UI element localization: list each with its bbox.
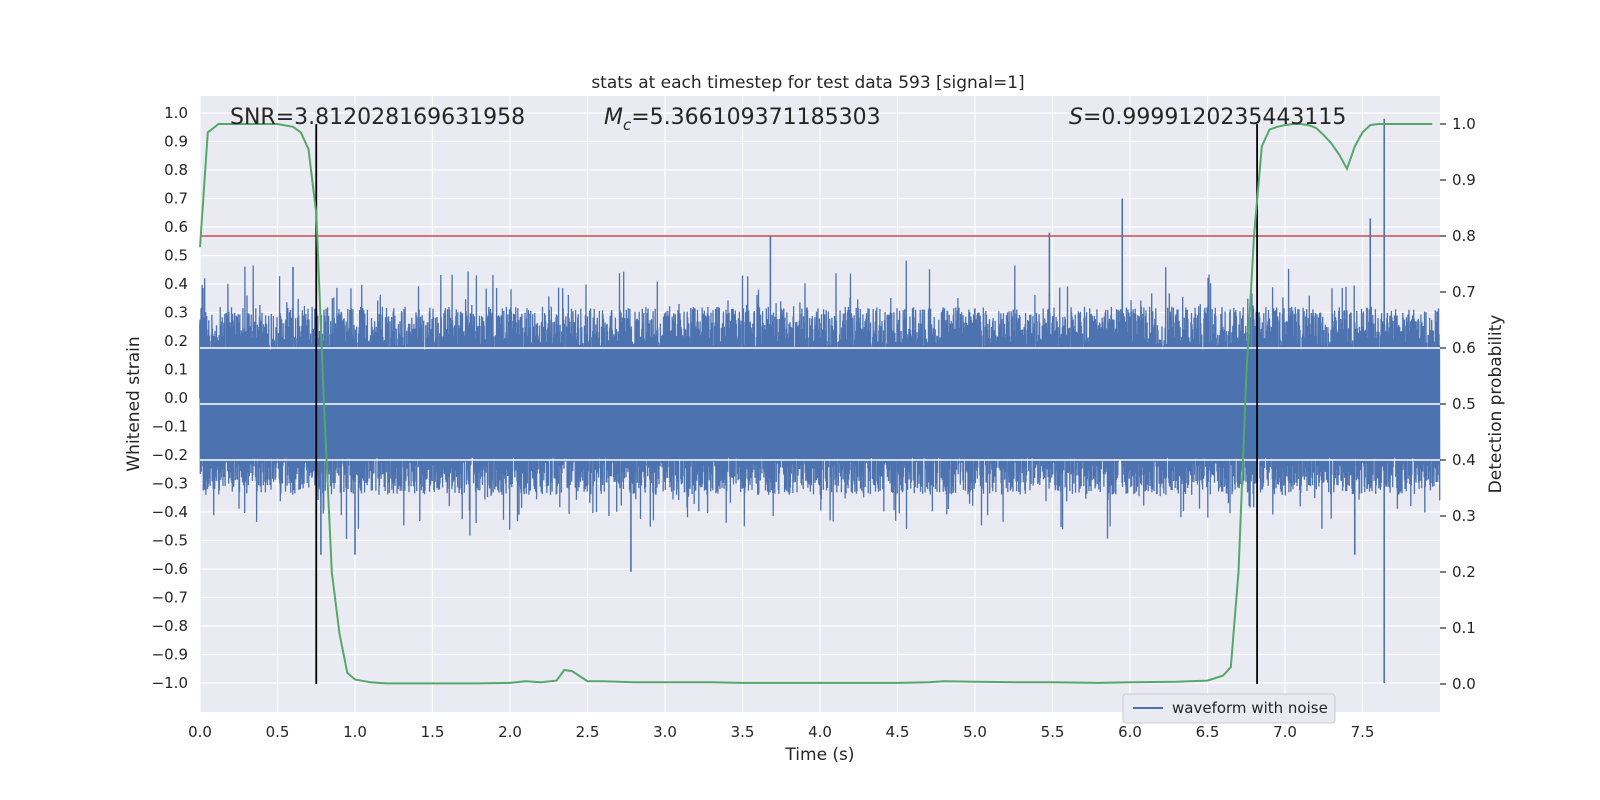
legend: waveform with noise — [1122, 693, 1336, 724]
y2-tick-label: 0.9 — [1452, 171, 1476, 189]
y-tick-label: 0.0 — [164, 389, 188, 407]
y-tick-label: 0.6 — [164, 218, 188, 236]
x-tick-label: 6.0 — [1118, 723, 1142, 741]
x-tick-label: 7.0 — [1273, 723, 1297, 741]
chirp-mass-annotation: Mc=5.366109371185303 — [604, 105, 881, 134]
y-tick-label: 0.7 — [164, 190, 188, 208]
x-tick-label: 1.5 — [421, 723, 445, 741]
legend-box — [1122, 693, 1336, 724]
y2-tick-label: 0.1 — [1452, 619, 1476, 637]
y2-axis-label: Detection probability — [1486, 315, 1506, 494]
y-tick-label: 1.0 — [164, 104, 188, 122]
y-tick-label: 0.8 — [164, 161, 188, 179]
y2-tick-label: 1.0 — [1452, 115, 1476, 133]
x-tick-label: 7.5 — [1351, 723, 1375, 741]
y-tick-label: −0.8 — [152, 617, 188, 635]
snr-annotation: SNR=3.812028169631958 — [230, 105, 525, 130]
y-tick-label: 0.4 — [164, 275, 188, 293]
chirp-mass-subscript: c — [623, 116, 632, 134]
chirp-mass-value: =5.366109371185303 — [631, 105, 880, 130]
y-tick-label: −1.0 — [152, 674, 188, 692]
probability-series — [199, 123, 1433, 685]
y-tick-label: −0.7 — [152, 589, 188, 607]
x-tick-labels: 0.0 0.5 1.0 1.5 2.0 2.5 3.0 3.5 4.0 4.5 5.0 5.5 6.0 6… — [188, 723, 1374, 741]
y-tick-label: 0.2 — [164, 332, 188, 350]
x-tick-label: 2.5 — [576, 723, 600, 741]
x-tick-label: 4.0 — [808, 723, 832, 741]
x-tick-label: 3.5 — [731, 723, 755, 741]
x-tick-label: 5.0 — [963, 723, 987, 741]
horizontal-reference-lines — [200, 347, 1440, 461]
detection-statistic-symbol: S — [1069, 105, 1083, 130]
detection-statistic-annotation: S=0.9999120235443115 — [1069, 105, 1346, 130]
y-tick-label: −0.2 — [152, 446, 188, 464]
y-tick-label: −0.9 — [152, 646, 188, 664]
chirp-mass-symbol: M — [604, 105, 623, 130]
y2-tick-label: 0.8 — [1452, 227, 1476, 245]
y-tick-label: 0.5 — [164, 247, 188, 265]
y2-tick-label: 0.3 — [1452, 507, 1476, 525]
y-tick-label: −0.5 — [152, 532, 188, 550]
y-axis-label: Whitened strain — [124, 336, 144, 471]
x-tick-label: 3.0 — [653, 723, 677, 741]
x-tick-label: 5.5 — [1041, 723, 1065, 741]
y2-tick-label: 0.7 — [1452, 283, 1476, 301]
x-tick-label: 0.5 — [266, 723, 290, 741]
y2-tick-label: 0.5 — [1452, 395, 1476, 413]
y-tick-label: 0.9 — [164, 133, 188, 151]
detection-statistic-value: =0.9999120235443115 — [1083, 105, 1346, 130]
y-tick-label: 0.1 — [164, 361, 188, 379]
chart-title: stats at each timestep for test data 593… — [591, 73, 1024, 93]
y-tick-labels: 1.0 0.9 0.8 0.7 0.6 0.5 0.4 0.3 0.2 0.1 0.0 −0.1 −0.… — [152, 104, 188, 692]
x-tick-label: 6.5 — [1196, 723, 1220, 741]
x-tick-label: 1.0 — [343, 723, 367, 741]
y2-tick-label: 0.0 — [1452, 675, 1476, 693]
y2-tick-label: 0.6 — [1452, 339, 1476, 357]
x-axis-label: Time (s) — [784, 745, 854, 765]
x-tick-label: 0.0 — [188, 723, 212, 741]
x-tick-label: 2.0 — [498, 723, 522, 741]
legend-label: waveform with noise — [1172, 699, 1328, 717]
probability-line — [199, 123, 1433, 685]
y2-tick-label: 0.2 — [1452, 563, 1476, 581]
y-tick-label: −0.3 — [152, 475, 188, 493]
y2-tick-labels: 1.0 0.9 0.8 0.7 0.6 0.5 0.4 0.3 0.2 0.1 0.0 — [1440, 115, 1476, 693]
y-tick-label: −0.6 — [152, 560, 188, 578]
x-tick-label: 4.5 — [886, 723, 910, 741]
y-tick-label: 0.3 — [164, 304, 188, 322]
y2-tick-label: 0.4 — [1452, 451, 1476, 469]
y-tick-label: −0.1 — [152, 418, 188, 436]
y-tick-label: −0.4 — [152, 503, 188, 521]
